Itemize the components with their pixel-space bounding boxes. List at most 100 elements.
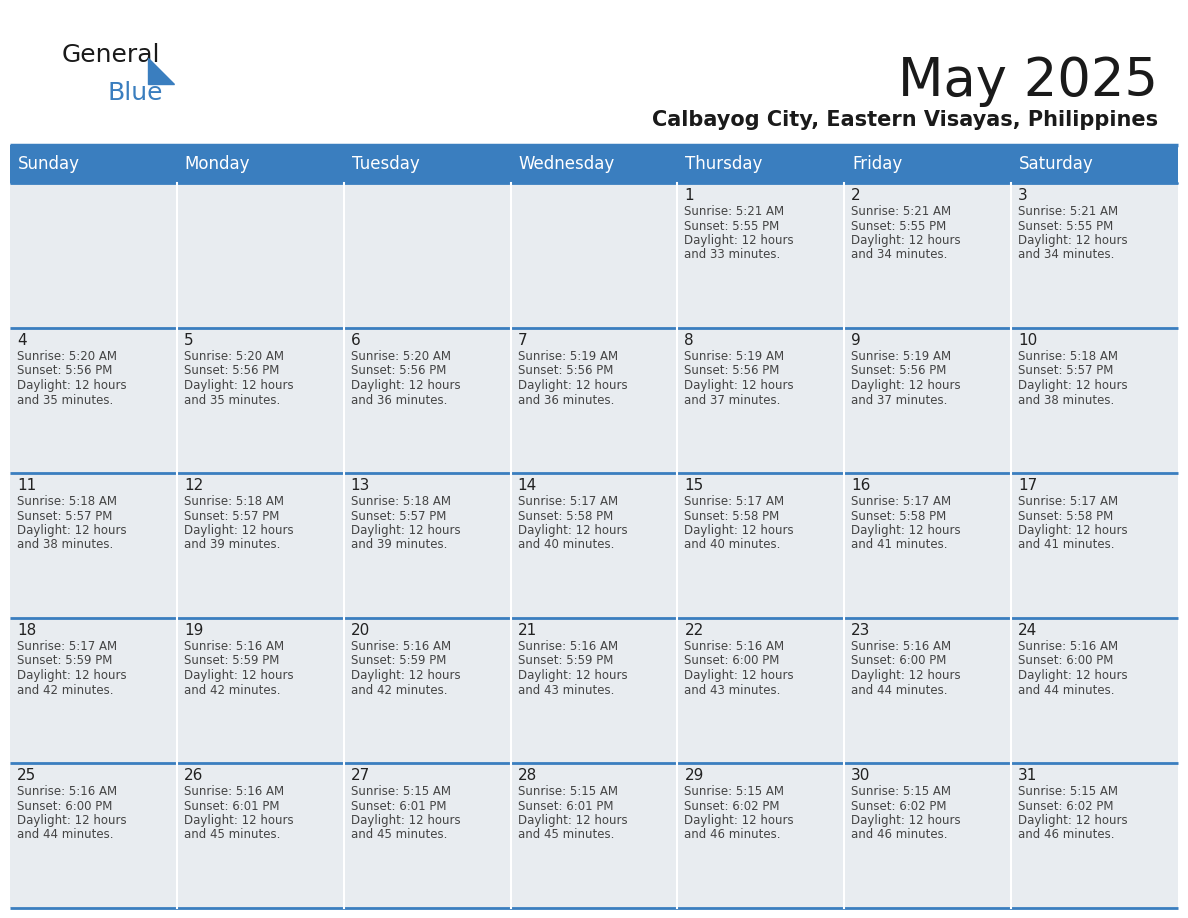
Text: 8: 8	[684, 333, 694, 348]
Text: Sunrise: 5:17 AM: Sunrise: 5:17 AM	[684, 495, 784, 508]
Text: 1: 1	[684, 188, 694, 203]
Text: Daylight: 12 hours: Daylight: 12 hours	[17, 814, 127, 827]
Text: and 41 minutes.: and 41 minutes.	[852, 539, 948, 552]
Text: Daylight: 12 hours: Daylight: 12 hours	[684, 234, 794, 247]
Text: Sunrise: 5:15 AM: Sunrise: 5:15 AM	[518, 785, 618, 798]
Bar	[177, 763, 343, 908]
Text: Daylight: 12 hours: Daylight: 12 hours	[17, 379, 127, 392]
Text: Sunset: 5:57 PM: Sunset: 5:57 PM	[184, 509, 279, 522]
Text: Sunset: 6:00 PM: Sunset: 6:00 PM	[852, 655, 947, 667]
Text: and 46 minutes.: and 46 minutes.	[852, 829, 948, 842]
Text: Sunrise: 5:18 AM: Sunrise: 5:18 AM	[184, 495, 284, 508]
Bar	[343, 328, 511, 473]
Text: and 34 minutes.: and 34 minutes.	[1018, 249, 1114, 262]
Text: Daylight: 12 hours: Daylight: 12 hours	[350, 814, 460, 827]
Text: Daylight: 12 hours: Daylight: 12 hours	[184, 814, 293, 827]
Text: Daylight: 12 hours: Daylight: 12 hours	[1018, 669, 1127, 682]
Text: Sunset: 5:56 PM: Sunset: 5:56 PM	[17, 364, 113, 377]
Bar	[511, 473, 677, 618]
Text: Sunset: 6:00 PM: Sunset: 6:00 PM	[17, 800, 113, 812]
Text: Daylight: 12 hours: Daylight: 12 hours	[350, 379, 460, 392]
Text: Sunset: 6:01 PM: Sunset: 6:01 PM	[184, 800, 279, 812]
Text: Sunrise: 5:21 AM: Sunrise: 5:21 AM	[852, 205, 952, 218]
Bar	[10, 618, 177, 763]
Bar	[10, 145, 177, 183]
Text: Sunset: 6:02 PM: Sunset: 6:02 PM	[852, 800, 947, 812]
Bar	[1011, 145, 1178, 183]
Text: Daylight: 12 hours: Daylight: 12 hours	[17, 669, 127, 682]
Bar	[677, 145, 845, 183]
Text: 26: 26	[184, 768, 203, 783]
Text: and 43 minutes.: and 43 minutes.	[684, 684, 781, 697]
Text: Sunset: 6:02 PM: Sunset: 6:02 PM	[684, 800, 781, 812]
Text: Sunrise: 5:15 AM: Sunrise: 5:15 AM	[350, 785, 450, 798]
Text: 14: 14	[518, 478, 537, 493]
Text: Sunset: 5:57 PM: Sunset: 5:57 PM	[1018, 364, 1113, 377]
Text: 27: 27	[350, 768, 369, 783]
Text: Sunset: 5:59 PM: Sunset: 5:59 PM	[184, 655, 279, 667]
Text: 12: 12	[184, 478, 203, 493]
Text: Daylight: 12 hours: Daylight: 12 hours	[184, 379, 293, 392]
Text: and 45 minutes.: and 45 minutes.	[350, 829, 447, 842]
Text: Sunrise: 5:20 AM: Sunrise: 5:20 AM	[17, 350, 116, 363]
Text: Sunrise: 5:20 AM: Sunrise: 5:20 AM	[350, 350, 450, 363]
Text: and 40 minutes.: and 40 minutes.	[518, 539, 614, 552]
Text: 3: 3	[1018, 188, 1028, 203]
Text: 2: 2	[852, 188, 861, 203]
Text: and 45 minutes.: and 45 minutes.	[518, 829, 614, 842]
Text: Daylight: 12 hours: Daylight: 12 hours	[684, 814, 794, 827]
Text: Sunrise: 5:20 AM: Sunrise: 5:20 AM	[184, 350, 284, 363]
Text: Sunrise: 5:15 AM: Sunrise: 5:15 AM	[684, 785, 784, 798]
Text: Sunset: 5:58 PM: Sunset: 5:58 PM	[852, 509, 947, 522]
Text: Sunset: 5:56 PM: Sunset: 5:56 PM	[684, 364, 779, 377]
Bar	[845, 473, 1011, 618]
Text: and 39 minutes.: and 39 minutes.	[350, 539, 447, 552]
Text: Daylight: 12 hours: Daylight: 12 hours	[350, 524, 460, 537]
Text: Sunrise: 5:15 AM: Sunrise: 5:15 AM	[852, 785, 952, 798]
Text: 5: 5	[184, 333, 194, 348]
Text: and 42 minutes.: and 42 minutes.	[350, 684, 447, 697]
Text: and 38 minutes.: and 38 minutes.	[1018, 394, 1114, 407]
Text: Daylight: 12 hours: Daylight: 12 hours	[184, 524, 293, 537]
Bar	[511, 328, 677, 473]
Text: Sunrise: 5:19 AM: Sunrise: 5:19 AM	[518, 350, 618, 363]
Bar	[845, 145, 1011, 183]
Bar	[343, 473, 511, 618]
Text: 16: 16	[852, 478, 871, 493]
Bar	[845, 183, 1011, 328]
Text: Daylight: 12 hours: Daylight: 12 hours	[684, 524, 794, 537]
Text: 4: 4	[17, 333, 26, 348]
Text: Sunset: 6:01 PM: Sunset: 6:01 PM	[350, 800, 447, 812]
Text: and 36 minutes.: and 36 minutes.	[518, 394, 614, 407]
Text: Sunrise: 5:16 AM: Sunrise: 5:16 AM	[350, 640, 450, 653]
Text: Daylight: 12 hours: Daylight: 12 hours	[852, 669, 961, 682]
Text: Sunset: 5:59 PM: Sunset: 5:59 PM	[518, 655, 613, 667]
Bar	[1011, 763, 1178, 908]
Text: Sunrise: 5:21 AM: Sunrise: 5:21 AM	[684, 205, 784, 218]
Text: Sunset: 5:56 PM: Sunset: 5:56 PM	[184, 364, 279, 377]
Text: Sunset: 5:55 PM: Sunset: 5:55 PM	[1018, 219, 1113, 232]
Bar	[845, 328, 1011, 473]
Text: Daylight: 12 hours: Daylight: 12 hours	[852, 234, 961, 247]
Bar	[177, 183, 343, 328]
Text: Calbayog City, Eastern Visayas, Philippines: Calbayog City, Eastern Visayas, Philippi…	[652, 110, 1158, 130]
Bar	[343, 145, 511, 183]
Text: and 35 minutes.: and 35 minutes.	[184, 394, 280, 407]
Text: Sunset: 5:57 PM: Sunset: 5:57 PM	[350, 509, 446, 522]
Bar	[1011, 618, 1178, 763]
Text: May 2025: May 2025	[898, 55, 1158, 107]
Bar	[177, 145, 343, 183]
Bar	[677, 618, 845, 763]
Bar	[1011, 473, 1178, 618]
Text: Sunrise: 5:16 AM: Sunrise: 5:16 AM	[184, 785, 284, 798]
Text: Daylight: 12 hours: Daylight: 12 hours	[1018, 234, 1127, 247]
Text: Sunset: 6:01 PM: Sunset: 6:01 PM	[518, 800, 613, 812]
Bar	[343, 183, 511, 328]
Text: 15: 15	[684, 478, 703, 493]
Text: 13: 13	[350, 478, 371, 493]
Text: Sunrise: 5:17 AM: Sunrise: 5:17 AM	[1018, 495, 1118, 508]
Bar	[1011, 183, 1178, 328]
Text: Sunrise: 5:18 AM: Sunrise: 5:18 AM	[350, 495, 450, 508]
Text: Sunrise: 5:18 AM: Sunrise: 5:18 AM	[17, 495, 116, 508]
Text: Daylight: 12 hours: Daylight: 12 hours	[518, 814, 627, 827]
